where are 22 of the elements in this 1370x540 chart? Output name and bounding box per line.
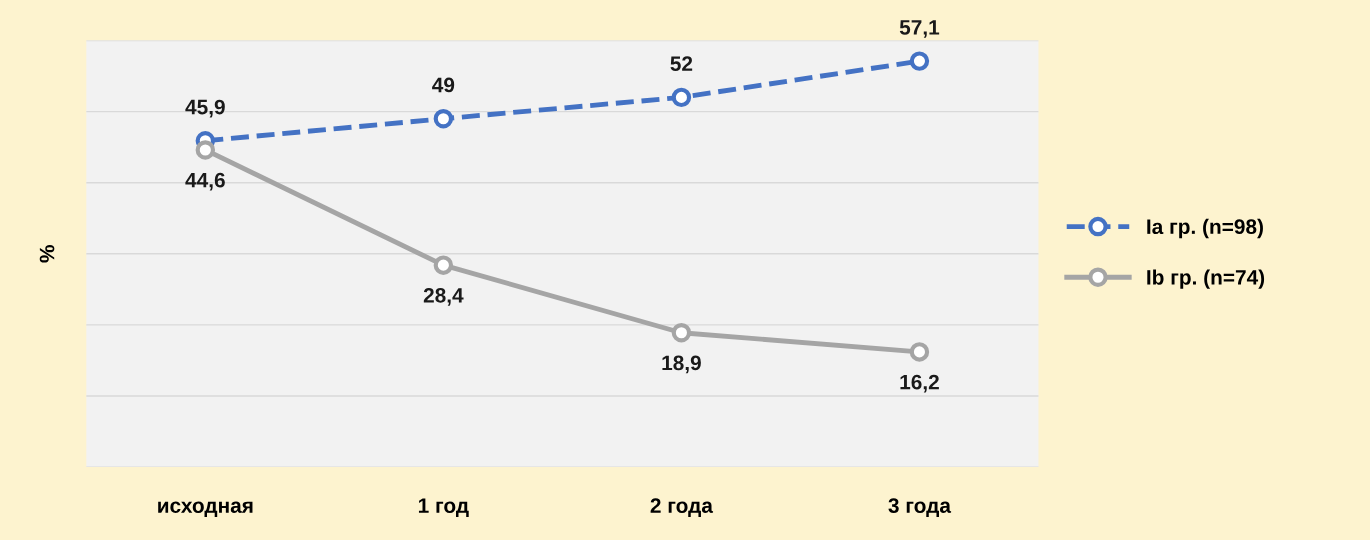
- point: [671, 322, 692, 343]
- point: [433, 255, 454, 275]
- data-label: 45,9: [185, 99, 225, 118]
- x-tick-label: исходная: [158, 501, 253, 517]
- y-axis-title: %: [39, 245, 55, 263]
- legend-label: Ia гр. (n=98): [1147, 218, 1263, 239]
- data-label: 44,6: [185, 172, 225, 191]
- point: [433, 108, 454, 129]
- data-label: 28,4: [423, 287, 464, 306]
- point: [909, 342, 930, 362]
- point: [195, 140, 216, 160]
- point: [909, 51, 930, 71]
- data-label: 49: [432, 77, 455, 93]
- x-tick-label: 1 год: [418, 498, 469, 517]
- data-label: 18,9: [662, 355, 701, 374]
- legend-label: Ib гр. (n=74): [1147, 269, 1265, 289]
- x-tick-label: 2 года: [650, 498, 714, 517]
- data-label: 52: [670, 56, 693, 72]
- x-tick-label: 3 года: [888, 498, 952, 517]
- point: [671, 87, 692, 108]
- data-label: 16,2: [900, 374, 939, 393]
- data-label: 57,1: [899, 20, 940, 38]
